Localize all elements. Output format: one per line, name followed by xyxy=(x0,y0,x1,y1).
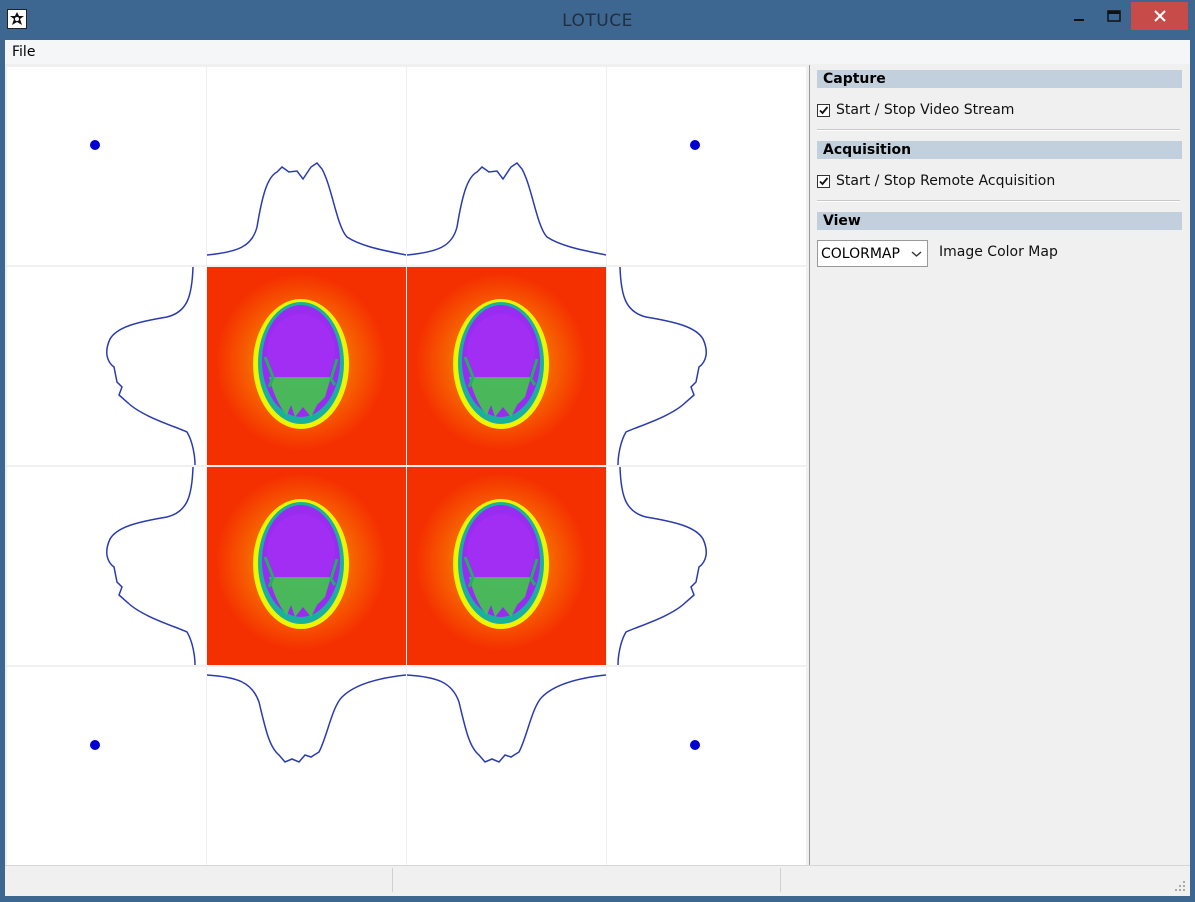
remote-acquisition-checkbox[interactable] xyxy=(817,174,830,188)
profile-curve xyxy=(617,467,707,665)
remote-acquisition-toggle[interactable]: Start / Stop Remote Acquisition xyxy=(817,171,1055,191)
horizontal-profile-plot xyxy=(207,667,406,865)
window-title: LOTUCE xyxy=(562,11,633,31)
view-header: View xyxy=(817,212,1182,230)
status-divider xyxy=(392,868,393,892)
minimize-icon xyxy=(1074,19,1084,21)
close-icon xyxy=(1153,10,1166,22)
menu-file[interactable]: File xyxy=(12,44,36,60)
horizontal-profile-plot xyxy=(207,67,406,265)
title-bar[interactable]: LOTUCE xyxy=(0,0,1195,40)
separator xyxy=(817,129,1180,131)
thermal-image xyxy=(407,267,606,465)
colormap-select[interactable]: COLORMAP xyxy=(817,240,928,267)
profile-curve xyxy=(617,267,707,465)
thermal-image xyxy=(207,467,406,665)
app-logo-icon xyxy=(7,9,27,29)
separator xyxy=(817,200,1180,202)
checkmark-icon xyxy=(819,105,829,114)
chevron-down-icon xyxy=(911,251,922,257)
centroid-marker xyxy=(690,740,700,750)
close-button[interactable] xyxy=(1131,2,1188,30)
horizontal-profile-plot xyxy=(407,667,606,865)
vertical-profile-plot xyxy=(607,267,806,465)
horizontal-profile-plot xyxy=(407,67,606,265)
centroid-marker xyxy=(690,140,700,150)
video-stream-toggle[interactable]: Start / Stop Video Stream xyxy=(817,100,1014,120)
centroid-marker xyxy=(90,140,100,150)
capture-header: Capture xyxy=(817,70,1182,88)
corner-marker-plot xyxy=(607,667,806,865)
maximize-icon xyxy=(1107,10,1121,22)
vertical-profile-plot xyxy=(7,267,206,465)
corner-marker-plot xyxy=(607,67,806,265)
plot-grid xyxy=(5,65,807,865)
video-stream-checkbox[interactable] xyxy=(817,103,830,117)
thermal-image xyxy=(207,267,406,465)
minimize-button[interactable] xyxy=(1062,2,1096,30)
centroid-marker xyxy=(90,740,100,750)
vertical-profile-plot xyxy=(7,467,206,665)
status-divider xyxy=(780,868,781,892)
status-bar xyxy=(5,865,1190,894)
profile-curve xyxy=(407,674,606,763)
checkmark-icon xyxy=(819,176,829,185)
profile-curve xyxy=(407,162,606,256)
corner-marker-plot xyxy=(7,667,206,865)
profile-curve xyxy=(106,467,196,665)
menu-bar: File xyxy=(5,40,1190,64)
maximize-button[interactable] xyxy=(1097,2,1131,30)
acquisition-header: Acquisition xyxy=(817,141,1182,159)
resize-grip-icon xyxy=(1175,881,1185,891)
profile-curve xyxy=(207,162,406,256)
video-stream-label: Start / Stop Video Stream xyxy=(836,102,1015,118)
profile-curve xyxy=(106,267,196,465)
panel-splitter[interactable] xyxy=(809,65,814,865)
profile-curve xyxy=(207,674,406,763)
colormap-label: Image Color Map xyxy=(939,244,1058,260)
client-area: File xyxy=(5,40,1190,896)
corner-marker-plot xyxy=(7,67,206,265)
colormap-select-value: COLORMAP xyxy=(821,245,900,262)
remote-acquisition-label: Start / Stop Remote Acquisition xyxy=(836,173,1056,189)
control-panel: Capture Start / Stop Video Stream Acquis… xyxy=(817,66,1182,866)
vertical-profile-plot xyxy=(607,467,806,665)
thermal-image xyxy=(407,467,606,665)
